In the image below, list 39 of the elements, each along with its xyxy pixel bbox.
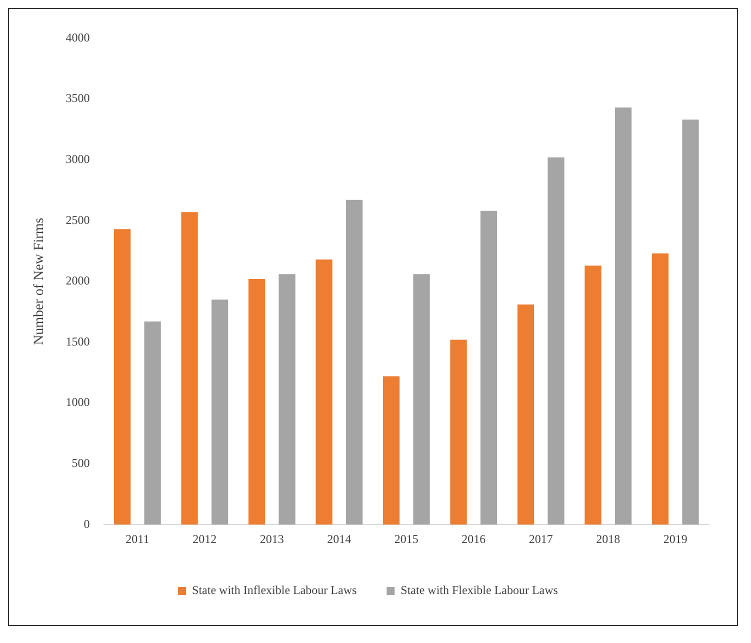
bar (211, 300, 228, 525)
x-tick-label: 2014 (327, 532, 352, 546)
x-tick-label: 2015 (394, 532, 418, 546)
bar (114, 229, 131, 525)
bar (614, 108, 632, 525)
y-tick-label: 2500 (66, 212, 90, 227)
bar (144, 322, 161, 525)
y-tick-label: 2000 (66, 274, 90, 288)
bar (584, 266, 602, 525)
bar (450, 340, 467, 525)
x-tick-label: 2013 (260, 532, 284, 546)
bar (248, 278, 266, 525)
y-tick-label: 4000 (66, 30, 90, 44)
y-tick-label: 3500 (66, 91, 90, 106)
bar (278, 274, 296, 525)
x-tick-label: 2018 (596, 532, 620, 546)
bar (413, 274, 430, 525)
bar (316, 260, 332, 525)
x-tick-label: 2017 (528, 532, 553, 546)
x-tick-label: 2012 (192, 532, 217, 546)
y-axis-title: Number of New Firms (32, 218, 48, 345)
bar (480, 210, 498, 525)
bar (548, 157, 564, 525)
bar (181, 212, 198, 525)
bar (652, 253, 669, 525)
x-tick-label: 2011 (126, 532, 150, 546)
bar (346, 200, 363, 525)
x-tick-label: 2016 (462, 532, 486, 546)
x-tick-label: 2019 (663, 532, 688, 546)
bar (682, 120, 699, 525)
y-tick-label: 1500 (66, 334, 90, 348)
legend-label: State with Inflexible Labour Laws (192, 583, 357, 598)
bar (517, 304, 534, 525)
y-tick-label: 1000 (66, 395, 90, 410)
y-tick-label: 3000 (66, 152, 90, 166)
y-tick-label: 0 (84, 516, 90, 531)
legend-label: State with Flexible Labour Laws (400, 583, 558, 598)
y-tick-label: 500 (72, 456, 90, 470)
bar (382, 376, 400, 525)
